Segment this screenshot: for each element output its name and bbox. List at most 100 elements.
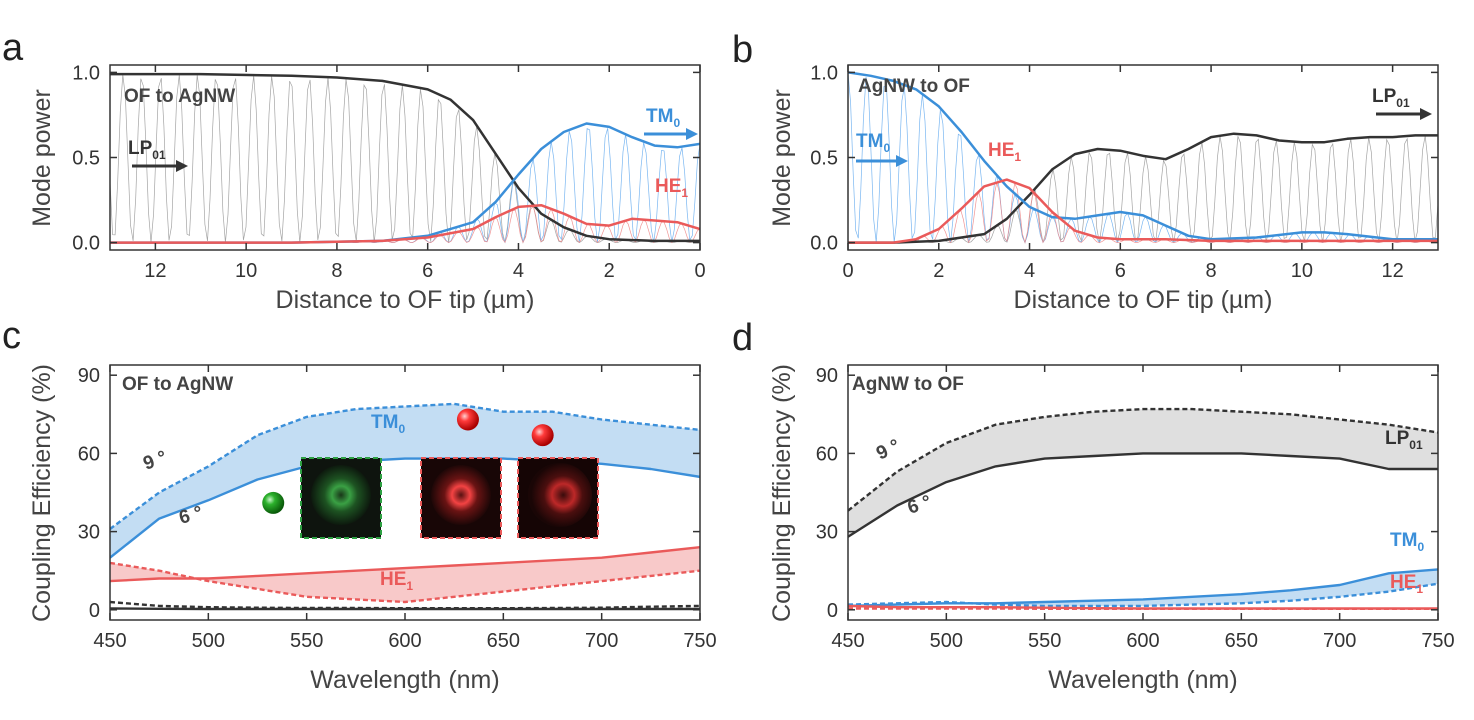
blue-dashed-line bbox=[848, 582, 1438, 608]
y-tick-label: 60 bbox=[816, 443, 838, 465]
tm0-arrow-icon bbox=[856, 155, 908, 167]
green-laser-marker bbox=[262, 491, 285, 514]
blue-solid-line bbox=[848, 568, 1438, 608]
red-laser-marker bbox=[531, 424, 554, 447]
y-tick-label: 0.5 bbox=[810, 148, 838, 170]
y-tick-label: 0 bbox=[89, 600, 100, 622]
lp01-fringe bbox=[110, 74, 700, 244]
blue-band bbox=[110, 403, 700, 558]
y-axis-label: Coupling Efficiency (%) bbox=[28, 364, 56, 622]
x-tick-label: 650 bbox=[1225, 630, 1258, 652]
y-tick-label: 1.0 bbox=[72, 62, 100, 84]
x-tick-label: 550 bbox=[290, 630, 323, 652]
mode-image-red-2 bbox=[517, 457, 599, 539]
y-axis-label: Mode power bbox=[28, 89, 56, 227]
y-tick-label: 0.0 bbox=[810, 233, 838, 255]
tm0-fringe bbox=[848, 72, 1438, 244]
black-dashed-line bbox=[110, 600, 700, 610]
y-tick-label: 90 bbox=[78, 365, 100, 387]
he1-label: HE1 bbox=[380, 569, 413, 593]
black-dashed-line bbox=[848, 407, 1438, 512]
y-tick-label: 0 bbox=[827, 600, 838, 622]
y-tick-label: 30 bbox=[816, 522, 838, 544]
curves bbox=[848, 71, 1438, 244]
x-axis-label: Distance to OF tip (µm) bbox=[276, 286, 535, 314]
lp01-fringe bbox=[848, 135, 1438, 244]
direction-label: AgNW to OF bbox=[858, 76, 970, 97]
x-tick-label: 550 bbox=[1028, 630, 1061, 652]
curves bbox=[848, 407, 1438, 610]
tm0-label: TM0 bbox=[371, 412, 405, 436]
laser-markers bbox=[262, 408, 554, 514]
x-tick-label: 12 bbox=[144, 260, 166, 282]
red-laser-marker bbox=[456, 408, 479, 431]
angle-9-label: 9 ° bbox=[873, 436, 903, 465]
blue-band bbox=[848, 569, 1438, 606]
x-tick-label: 700 bbox=[585, 630, 618, 652]
red-series-line bbox=[848, 178, 1438, 244]
x-tick-label: 10 bbox=[235, 260, 257, 282]
curves bbox=[110, 72, 700, 244]
he1-label: HE1 bbox=[988, 140, 1021, 164]
panel-letter-c: c bbox=[2, 315, 21, 357]
y-tick-label: 60 bbox=[78, 443, 100, 465]
x-tick-label: 450 bbox=[93, 630, 126, 652]
axis-ticks: 0 2 4 6 8 10 12 0.0 0.5 1.0 bbox=[810, 62, 1438, 282]
lp01-arrow-icon bbox=[1376, 108, 1432, 120]
angle-9-label: 9 ° bbox=[141, 447, 170, 475]
oscillation-lines bbox=[848, 72, 1438, 244]
y-tick-label: 30 bbox=[78, 522, 100, 544]
mode-image-green bbox=[300, 457, 382, 539]
mode-image-red bbox=[420, 457, 502, 539]
x-tick-label: 8 bbox=[1206, 260, 1217, 282]
x-tick-label: 2 bbox=[933, 260, 944, 282]
lp01-label: LP01 bbox=[1372, 86, 1410, 110]
y-axis-label: Coupling Efficiency (%) bbox=[768, 364, 796, 622]
he1-label: HE1 bbox=[1390, 572, 1423, 596]
blue-solid-line bbox=[110, 457, 700, 559]
tm0-label: TM0 bbox=[646, 106, 680, 130]
panel-letter-b: b bbox=[732, 29, 753, 71]
black-band bbox=[848, 409, 1438, 537]
direction-label: OF to AgNW bbox=[122, 374, 233, 395]
x-axis-label: Wavelength (nm) bbox=[310, 666, 499, 694]
direction-label: AgNW to OF bbox=[852, 374, 964, 395]
tm0-label: TM0 bbox=[856, 131, 890, 155]
lp01-arrow-icon bbox=[132, 160, 188, 172]
x-axis-label: Distance to OF tip (µm) bbox=[1014, 286, 1273, 314]
x-tick-label: 10 bbox=[1291, 260, 1313, 282]
x-tick-label: 0 bbox=[694, 260, 705, 282]
x-tick-label: 4 bbox=[1024, 260, 1035, 282]
x-tick-label: 12 bbox=[1381, 260, 1403, 282]
panel-c: c 450 500 550 600 650 700 750 0 30 60 90 Wavelengt… bbox=[2, 315, 717, 694]
black-series-line bbox=[848, 132, 1438, 244]
panel-d: d 450 500 550 600 650 700 750 0 30 60 90 Wavelengt… bbox=[732, 317, 1455, 694]
x-tick-label: 650 bbox=[487, 630, 520, 652]
x-tick-label: 700 bbox=[1323, 630, 1356, 652]
lp01-label: LP01 bbox=[1385, 428, 1423, 452]
curves bbox=[110, 402, 700, 611]
x-tick-label: 4 bbox=[513, 260, 524, 282]
blue-series-line bbox=[848, 71, 1438, 241]
axis-ticks: 450 500 550 600 650 700 750 0 30 60 90 bbox=[78, 365, 717, 652]
red-series-line bbox=[110, 203, 700, 244]
he1-label: HE1 bbox=[655, 176, 688, 200]
x-tick-label: 6 bbox=[422, 260, 433, 282]
axis-ticks: 450 500 550 600 650 700 750 0 30 60 90 bbox=[816, 365, 1455, 652]
x-tick-label: 750 bbox=[1421, 630, 1454, 652]
x-tick-label: 500 bbox=[930, 630, 963, 652]
x-tick-label: 8 bbox=[331, 260, 342, 282]
y-tick-label: 0.0 bbox=[72, 233, 100, 255]
x-tick-label: 2 bbox=[604, 260, 615, 282]
direction-label: OF to AgNW bbox=[124, 86, 235, 107]
x-tick-label: 0 bbox=[842, 260, 853, 282]
y-tick-label: 0.5 bbox=[72, 148, 100, 170]
black-solid-line bbox=[110, 607, 700, 611]
y-tick-label: 1.0 bbox=[810, 62, 838, 84]
x-tick-label: 750 bbox=[683, 630, 716, 652]
x-axis-label: Wavelength (nm) bbox=[1048, 666, 1237, 694]
x-tick-label: 450 bbox=[831, 630, 864, 652]
x-tick-label: 600 bbox=[1126, 630, 1159, 652]
panel-b: b 0 2 4 6 8 10 12 0.0 0.5 1.0 Distance to OF tip … bbox=[732, 29, 1439, 314]
